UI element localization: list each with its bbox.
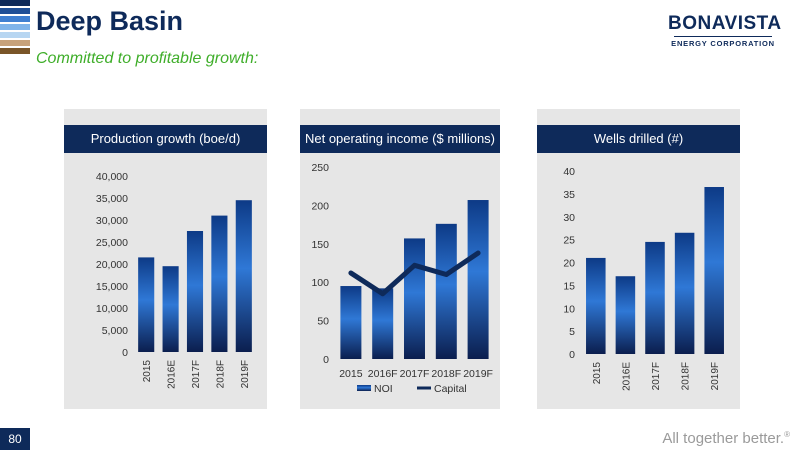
legend-noi-label: NOI: [374, 383, 393, 395]
page-number: 80: [0, 428, 30, 450]
logo-name: BONAVISTA: [668, 13, 782, 34]
production-ytick-label: 40,000: [96, 171, 128, 183]
noi-chart-title: Net operating income ($ millions): [300, 125, 500, 153]
wells-xtick-label: 2018F: [681, 362, 692, 390]
wells-ytick-label: 15: [563, 280, 575, 292]
page-title: Deep Basin: [36, 6, 184, 36]
noi-xtick-label: 2018F: [431, 368, 461, 380]
wells-bar: [674, 232, 695, 354]
wells-ytick-label: 25: [563, 235, 575, 247]
wells-bar: [586, 257, 606, 354]
production-ytick-label: 25,000: [96, 237, 128, 249]
production-panel: Production growth (boe/d) 0 5,000 10,000 15…: [64, 109, 267, 409]
noi-xtick-label: 2016F: [368, 368, 398, 380]
production-ytick-label: 15,000: [96, 281, 128, 293]
noi-ytick-label: 50: [317, 316, 329, 328]
production-chart: 0 5,000 10,000 15,000 20,000 25,000 30,000 35,0…: [96, 171, 252, 389]
noi-bar: [467, 200, 489, 359]
legend-noi-swatch: [357, 385, 371, 391]
production-bar: [211, 215, 228, 352]
noi-chart: 0 50 100 150 200 250 2015 2016F 2017F 2018F 2019F N…: [311, 162, 493, 395]
production-xtick-label: 2019F: [240, 360, 251, 388]
noi-ytick-label: 100: [311, 277, 329, 289]
production-xtick-label: 2015: [142, 360, 153, 383]
production-ytick-label: 30,000: [96, 215, 128, 227]
wells-ytick-label: 40: [563, 166, 575, 178]
production-chart-title: Production growth (boe/d): [64, 125, 267, 153]
wells-xtick-label: 2019F: [710, 362, 721, 390]
noi-bar: [435, 223, 457, 359]
brand-stripe: [0, 8, 30, 14]
production-xtick-label: 2017F: [191, 360, 202, 388]
wells-xtick-label: 2017F: [651, 362, 662, 390]
noi-ytick-label: 150: [311, 239, 329, 251]
legend-capital-label: Capital: [434, 383, 467, 395]
brand-stripe: [0, 40, 30, 46]
production-bar: [138, 257, 155, 352]
logo-rule: [674, 36, 772, 37]
production-ytick-label: 35,000: [96, 193, 128, 205]
production-ytick-label: 20,000: [96, 259, 128, 271]
wells-chart-title: Wells drilled (#): [537, 125, 740, 153]
wells-ytick-label: 10: [563, 303, 575, 315]
production-bar: [186, 231, 204, 352]
noi-xtick-label: 2017F: [400, 368, 430, 380]
noi-bar: [340, 286, 362, 359]
production-bar: [162, 266, 179, 352]
noi-xtick-label: 2019F: [463, 368, 493, 380]
brand-stripe: [0, 0, 30, 6]
wells-ytick-label: 20: [563, 258, 575, 270]
wells-xtick-label: 2015: [592, 362, 603, 385]
noi-capital-line: [348, 250, 481, 297]
noi-ytick-label: 0: [323, 354, 329, 366]
logo-subtitle: ENERGY CORPORATION: [671, 39, 775, 48]
production-xtick-label: 2018F: [215, 360, 226, 388]
production-ytick-label: 5,000: [102, 325, 128, 337]
production-xtick-label: 2016E: [167, 360, 178, 389]
noi-ytick-label: 250: [311, 162, 329, 174]
wells-ytick-label: 0: [569, 349, 575, 361]
wells-bar: [645, 241, 665, 354]
brand-stripe: [0, 24, 30, 30]
page-subtitle: Committed to profitable growth:: [36, 50, 259, 67]
noi-xtick-label: 2015: [339, 368, 363, 380]
brand-stripe: [0, 32, 30, 38]
wells-ytick-label: 30: [563, 212, 575, 224]
noi-bar: [404, 238, 425, 359]
production-ytick-label: 0: [122, 347, 128, 359]
wells-panel: Wells drilled (#) 0 5 10 15 20 25 30 35 40 2015 20…: [537, 109, 740, 409]
brand-stripes: [0, 0, 30, 56]
brand-stripe: [0, 48, 30, 54]
wells-ytick-label: 35: [563, 189, 575, 201]
wells-chart: 0 5 10 15 20 25 30 35 40 2015 2016E 2017F 2018F 2019F: [563, 166, 724, 391]
noi-bar: [372, 288, 394, 359]
brand-stripe: [0, 16, 30, 22]
production-bar: [235, 200, 252, 352]
wells-ytick-label: 5: [569, 326, 575, 338]
company-logo: BONAVISTA ENERGY CORPORATION: [668, 13, 782, 49]
wells-bar: [615, 276, 636, 354]
production-ytick-label: 10,000: [96, 303, 128, 315]
noi-ytick-label: 200: [311, 200, 329, 212]
trademark-mark: ®: [784, 430, 790, 439]
tagline-text: All together better.: [662, 430, 785, 447]
tagline: All together better.®: [662, 430, 790, 447]
wells-bar: [704, 187, 724, 354]
noi-panel: Net operating income ($ millions) 0 50 100…: [300, 109, 500, 409]
wells-xtick-label: 2016E: [621, 362, 632, 391]
